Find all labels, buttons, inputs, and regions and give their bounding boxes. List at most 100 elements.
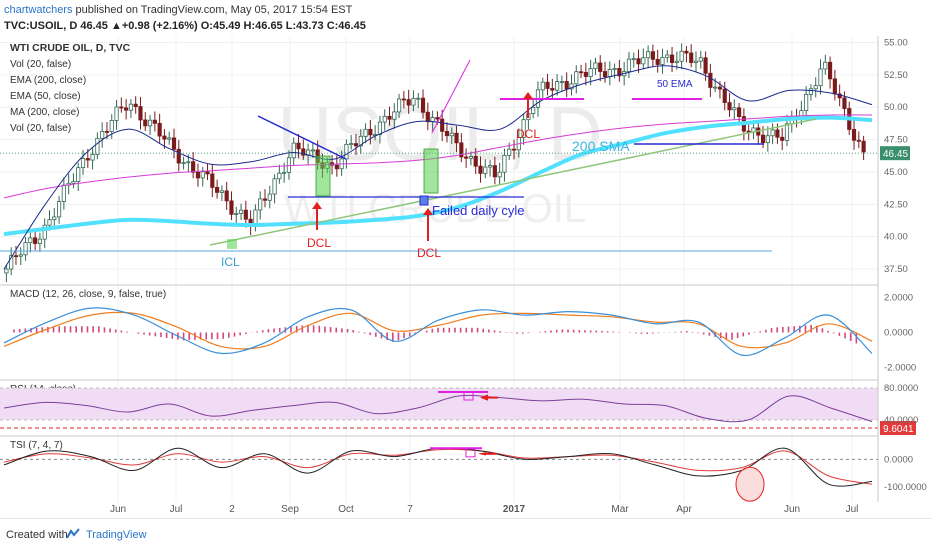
- candle[interactable]: [521, 114, 526, 145]
- candle[interactable]: [531, 97, 536, 119]
- tsi-signal-line[interactable]: [3, 448, 873, 485]
- candle[interactable]: [277, 164, 282, 184]
- indicator-pane[interactable]: MACD (12, 26, close, 9, false, true): [0, 284, 878, 356]
- candle[interactable]: [655, 49, 660, 73]
- candle[interactable]: [602, 61, 608, 83]
- candle[interactable]: [363, 123, 368, 144]
- candle[interactable]: [636, 49, 641, 73]
- candle[interactable]: [454, 125, 459, 152]
- indicator-pane[interactable]: RSI (14, close)9.6041: [0, 379, 916, 435]
- candle[interactable]: [301, 139, 306, 160]
- author-link[interactable]: chartwatchers: [4, 4, 73, 16]
- candle[interactable]: [349, 134, 354, 150]
- candle[interactable]: [540, 77, 545, 98]
- candle[interactable]: [358, 129, 363, 155]
- candle[interactable]: [478, 156, 483, 183]
- candle[interactable]: [856, 131, 861, 149]
- candle[interactable]: [109, 114, 114, 139]
- candle[interactable]: [617, 59, 622, 82]
- candle[interactable]: [698, 50, 703, 69]
- candle[interactable]: [693, 51, 699, 73]
- candle[interactable]: [440, 109, 445, 142]
- candle[interactable]: [416, 93, 421, 109]
- ma200-line[interactable]: [3, 115, 873, 237]
- candle[interactable]: [660, 48, 665, 74]
- candle[interactable]: [406, 89, 411, 114]
- candle[interactable]: [813, 77, 818, 98]
- candle[interactable]: [420, 89, 426, 119]
- candle[interactable]: [588, 59, 593, 86]
- candle[interactable]: [492, 156, 497, 185]
- candle[interactable]: [737, 103, 742, 122]
- candle[interactable]: [138, 96, 143, 130]
- candle[interactable]: [708, 63, 713, 97]
- candle[interactable]: [272, 174, 277, 204]
- candle[interactable]: [444, 122, 450, 143]
- candle[interactable]: [464, 148, 469, 168]
- macd-signal-line[interactable]: [3, 311, 873, 350]
- candle[interactable]: [286, 150, 292, 180]
- candle[interactable]: [401, 90, 406, 109]
- candle[interactable]: [646, 45, 651, 68]
- candle[interactable]: [593, 57, 598, 75]
- candle[interactable]: [114, 99, 119, 130]
- candle[interactable]: [291, 137, 296, 166]
- candle[interactable]: [262, 189, 268, 208]
- candle[interactable]: [71, 173, 76, 189]
- candle[interactable]: [368, 120, 373, 145]
- candle[interactable]: [487, 160, 493, 177]
- candle[interactable]: [176, 140, 181, 172]
- rsi-line[interactable]: [3, 394, 873, 423]
- candle[interactable]: [119, 97, 124, 113]
- candle[interactable]: [229, 191, 234, 221]
- candle[interactable]: [377, 115, 383, 144]
- candle[interactable]: [569, 74, 574, 96]
- candle[interactable]: [56, 196, 62, 224]
- candle[interactable]: [555, 74, 560, 96]
- candle[interactable]: [133, 96, 138, 114]
- candle[interactable]: [42, 218, 47, 249]
- ema50-line[interactable]: [3, 65, 873, 270]
- candle[interactable]: [4, 264, 9, 283]
- candle[interactable]: [167, 131, 172, 145]
- candle[interactable]: [631, 52, 636, 68]
- candle[interactable]: [626, 51, 632, 79]
- candle[interactable]: [641, 48, 646, 70]
- candle[interactable]: [770, 123, 775, 145]
- tradingview-brand[interactable]: TradingView: [86, 529, 147, 541]
- candle[interactable]: [684, 46, 689, 63]
- candle[interactable]: [449, 127, 454, 144]
- candle[interactable]: [497, 162, 502, 185]
- candle[interactable]: [147, 115, 153, 136]
- candle[interactable]: [722, 81, 727, 111]
- candle[interactable]: [583, 62, 588, 86]
- candle[interactable]: [564, 72, 569, 98]
- candle[interactable]: [210, 164, 215, 198]
- candle[interactable]: [411, 90, 416, 112]
- chart-canvas[interactable]: USOIL, D WTI CRUDE OIL 46.45DCLDCLICLDCL…: [0, 36, 932, 518]
- candle[interactable]: [18, 247, 23, 266]
- candle[interactable]: [258, 191, 263, 220]
- candle[interactable]: [387, 106, 392, 126]
- candle[interactable]: [828, 56, 833, 89]
- candle[interactable]: [334, 155, 339, 177]
- candle[interactable]: [219, 185, 224, 201]
- candle[interactable]: [238, 203, 244, 221]
- candle[interactable]: [650, 44, 655, 67]
- indicator-pane[interactable]: TSI (7, 4, 7): [0, 435, 878, 502]
- candle[interactable]: [511, 139, 517, 160]
- candle[interactable]: [732, 99, 737, 120]
- candle[interactable]: [162, 129, 167, 149]
- candle[interactable]: [861, 135, 866, 161]
- candle[interactable]: [392, 103, 397, 129]
- candle[interactable]: [80, 149, 86, 175]
- candle[interactable]: [157, 113, 162, 143]
- candle[interactable]: [124, 99, 129, 120]
- candle[interactable]: [90, 147, 95, 170]
- price-pane[interactable]: [3, 43, 873, 283]
- candle[interactable]: [545, 73, 550, 96]
- macd-line[interactable]: [3, 307, 873, 356]
- candle[interactable]: [100, 122, 105, 148]
- candle[interactable]: [296, 134, 301, 159]
- indicator-panes[interactable]: MACD (12, 26, close, 9, false, true) RSI …: [0, 284, 916, 502]
